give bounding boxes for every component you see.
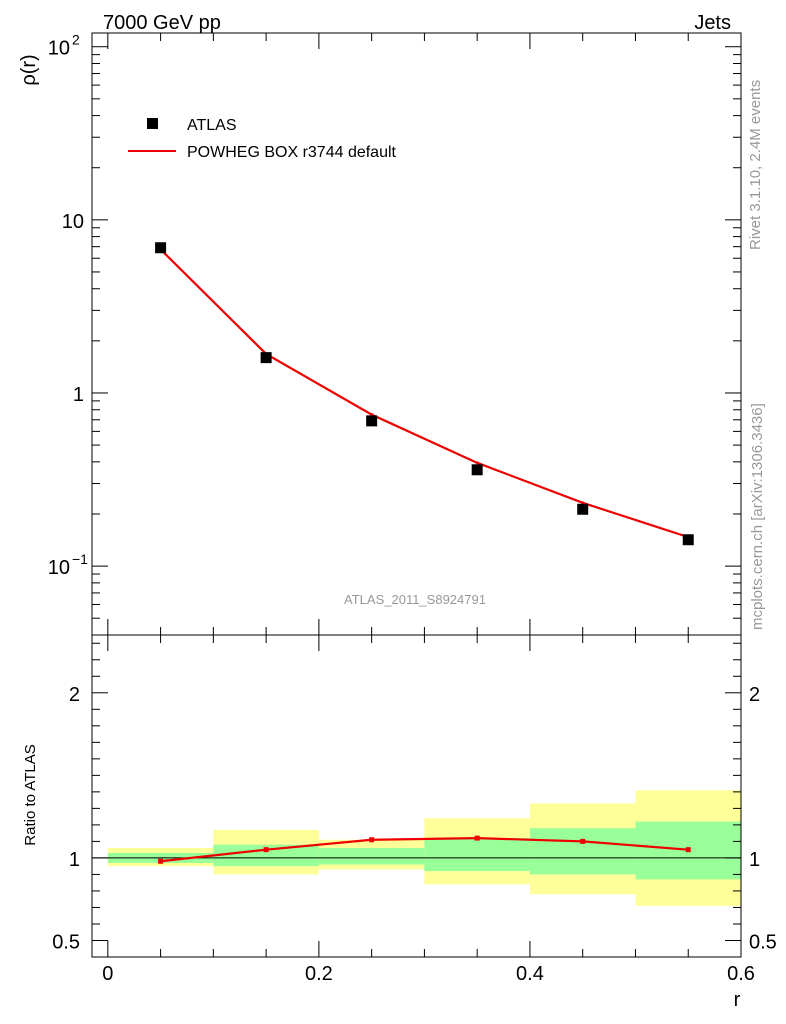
- ratio-mc-point: [474, 835, 480, 841]
- main-y-tick-label: 1: [73, 384, 84, 406]
- ratio-axis-ticks: 0.5 0.5 1 1 2 2 0 0.2 0.4 0.6: [52, 635, 777, 985]
- ratio-y-axis-title: Ratio to ATLAS: [22, 744, 39, 845]
- main-y-tick-exponent: −1: [72, 551, 88, 567]
- x-tick-label: 0.2: [305, 963, 333, 985]
- atlas-data-point: [682, 534, 694, 546]
- x-tick-label: 0.4: [516, 963, 544, 985]
- x-axis-title: r: [734, 989, 741, 1011]
- ratio-y-tick-label-left: 2: [69, 684, 80, 706]
- ratio-plot-frame: [91, 634, 742, 958]
- ratio-band-inner: [424, 838, 530, 872]
- atlas-data-point: [260, 352, 272, 364]
- ratio-y-tick-label-left: 0.5: [52, 931, 80, 953]
- main-y-tick-exponent: 2: [72, 32, 80, 48]
- mc-point: [370, 413, 374, 417]
- legend-atlas-label: ATLAS: [187, 117, 237, 134]
- atlas-data-point: [366, 415, 378, 427]
- analysis-watermark: ATLAS_2011_S8924791: [344, 592, 486, 607]
- ratio-mc-point: [369, 837, 375, 843]
- atlas-data-point: [577, 503, 589, 515]
- rivet-version-label: Rivet 3.1.10, 2.4M events: [747, 80, 764, 250]
- ratio-mc-point: [263, 847, 269, 853]
- ratio-mc-point: [580, 838, 586, 844]
- atlas-data-point: [155, 242, 167, 254]
- atlas-data-point: [471, 464, 483, 476]
- ratio-y-tick-label-right: 1: [749, 849, 760, 871]
- mcplots-label: mcplots.cern.ch [arXiv:1306.3436]: [749, 403, 766, 630]
- main-y-tick-label: 10: [48, 557, 70, 579]
- mc-curve: [159, 248, 689, 539]
- main-y-axis-title: ρ(r): [18, 54, 40, 85]
- legend-atlas-marker: [147, 118, 158, 129]
- main-plot-marks: [155, 242, 694, 546]
- main-y-tick-label: 10: [62, 211, 84, 233]
- process-label: Jets: [694, 12, 731, 34]
- energy-label: 7000 GeV pp: [103, 12, 221, 34]
- legend: ATLAS POWHEG BOX r3744 default: [128, 117, 397, 161]
- mc-point: [581, 501, 585, 505]
- ratio-y-tick-label-left: 1: [69, 849, 80, 871]
- x-tick-label: 0.6: [727, 963, 755, 985]
- ratio-y-tick-label-right: 2: [749, 684, 760, 706]
- main-y-tick-label: 10: [48, 38, 70, 60]
- ratio-band-inner: [318, 848, 425, 865]
- ratio-mc-point: [685, 847, 691, 853]
- ratio-mc-point: [158, 858, 164, 864]
- ratio-mc-curve: [160, 837, 689, 863]
- ratio-band-inner: [213, 844, 319, 867]
- x-tick-label: 0: [102, 963, 113, 985]
- legend-mc-label: POWHEG BOX r3744 default: [187, 144, 397, 161]
- ratio-y-tick-label-right: 0.5: [749, 931, 777, 953]
- ratio-plot-marks: [92, 835, 741, 864]
- ratio-uncertainty-bands: [107, 790, 741, 906]
- mc-point: [475, 461, 479, 465]
- ratio-band-inner: [529, 828, 636, 875]
